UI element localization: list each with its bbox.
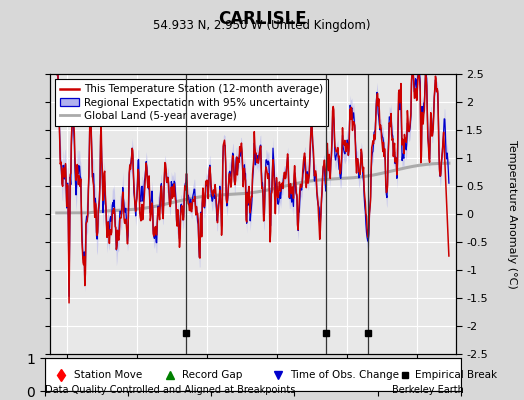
Text: Time of Obs. Change: Time of Obs. Change <box>290 370 399 380</box>
Text: Record Gap: Record Gap <box>182 370 243 380</box>
Text: Data Quality Controlled and Aligned at Breakpoints: Data Quality Controlled and Aligned at B… <box>45 385 295 395</box>
Y-axis label: Temperature Anomaly (°C): Temperature Anomaly (°C) <box>507 140 518 288</box>
Text: 54.933 N, 2.950 W (United Kingdom): 54.933 N, 2.950 W (United Kingdom) <box>153 19 371 32</box>
Text: Station Move: Station Move <box>74 370 142 380</box>
Text: Empirical Break: Empirical Break <box>416 370 497 380</box>
Legend: This Temperature Station (12-month average), Regional Expectation with 95% uncer: This Temperature Station (12-month avera… <box>55 79 329 126</box>
Text: CARLISLE: CARLISLE <box>217 10 307 28</box>
Text: Berkeley Earth: Berkeley Earth <box>392 385 464 395</box>
